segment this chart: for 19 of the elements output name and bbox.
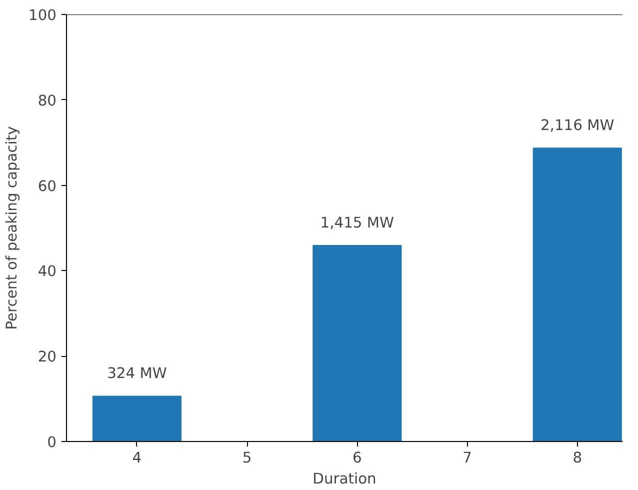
bar [312,245,402,442]
x-axis-title: Duration [312,470,376,488]
bar [92,396,182,442]
annotation: 1,415 MW [320,214,395,232]
y-tick-label: 100 [28,7,57,24]
x-tick-label: 7 [462,450,472,466]
y-tick-label: 20 [38,348,57,366]
y-tick-label: 80 [38,92,57,110]
x-tick-label: 6 [352,450,362,466]
y-tick-label: 0 [47,434,57,451]
annotation: 2,116 MW [540,117,615,134]
y-axis-title: Percent of peaking capacity [4,126,21,330]
x-tick-label: 4 [132,450,142,466]
annotation: 324 MW [107,365,168,382]
bar [532,148,622,442]
y-tick-label: 40 [38,263,57,280]
y-tick-label: 60 [38,178,57,195]
x-tick-label: 5 [242,450,252,466]
x-tick-label: 8 [572,450,582,466]
